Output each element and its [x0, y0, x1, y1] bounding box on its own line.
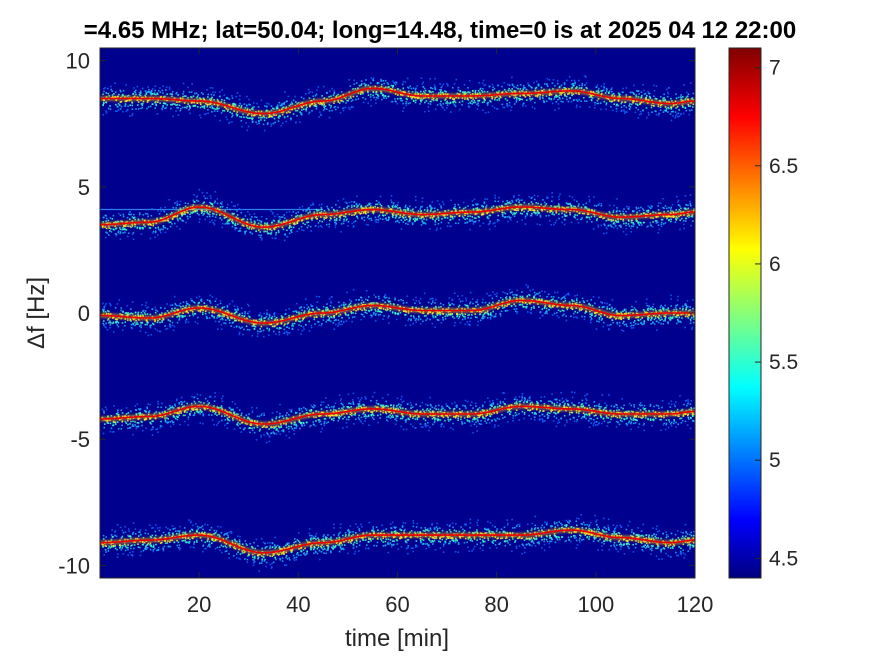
trace-line [100, 87, 695, 115]
y-tick-label: 0 [78, 301, 90, 326]
chart-title: =4.65 MHz; lat=50.04; long=14.48, time=0… [84, 17, 796, 44]
trace-line [100, 299, 695, 324]
x-tick-label: 40 [286, 592, 310, 617]
trace-band [100, 284, 695, 338]
colorbar-tick-label: 5.5 [769, 351, 798, 374]
colorbar-tick-label: 6 [769, 253, 781, 276]
y-axis-ticks: 10 5 0 -5 -10 [58, 49, 695, 578]
colorbar [728, 47, 762, 579]
trace-band [100, 391, 695, 444]
trace-layer [100, 75, 695, 572]
x-tick-label: 120 [677, 592, 714, 617]
x-tick-label: 20 [187, 592, 211, 617]
x-tick-label: 60 [385, 592, 409, 617]
y-axis-label: Δf [Hz] [23, 277, 50, 349]
x-tick-label: 80 [484, 592, 508, 617]
x-axis-ticks: 20 40 60 80 100 120 [187, 48, 713, 617]
y-tick-label: 10 [66, 49, 90, 74]
trace-line [100, 529, 695, 554]
colorbar-tick-label: 7 [769, 57, 781, 80]
x-axis-label: time [min] [345, 625, 449, 652]
colorbar-tick-label: 5 [769, 449, 781, 472]
trace-line [100, 206, 695, 229]
colorbar-tick-label: 6.5 [769, 155, 798, 178]
colorbar-ticks: 4.5 5 5.5 6 6.5 7 [755, 57, 798, 570]
y-tick-label: -5 [70, 427, 90, 452]
trace-band [100, 514, 695, 572]
y-tick-label: -10 [58, 553, 90, 578]
trace-line [100, 405, 695, 425]
trace-band [100, 75, 695, 132]
y-tick-label: 5 [78, 175, 90, 200]
trace-band [100, 188, 695, 242]
x-tick-label: 100 [577, 592, 614, 617]
colorbar-tick-label: 4.5 [769, 547, 798, 570]
